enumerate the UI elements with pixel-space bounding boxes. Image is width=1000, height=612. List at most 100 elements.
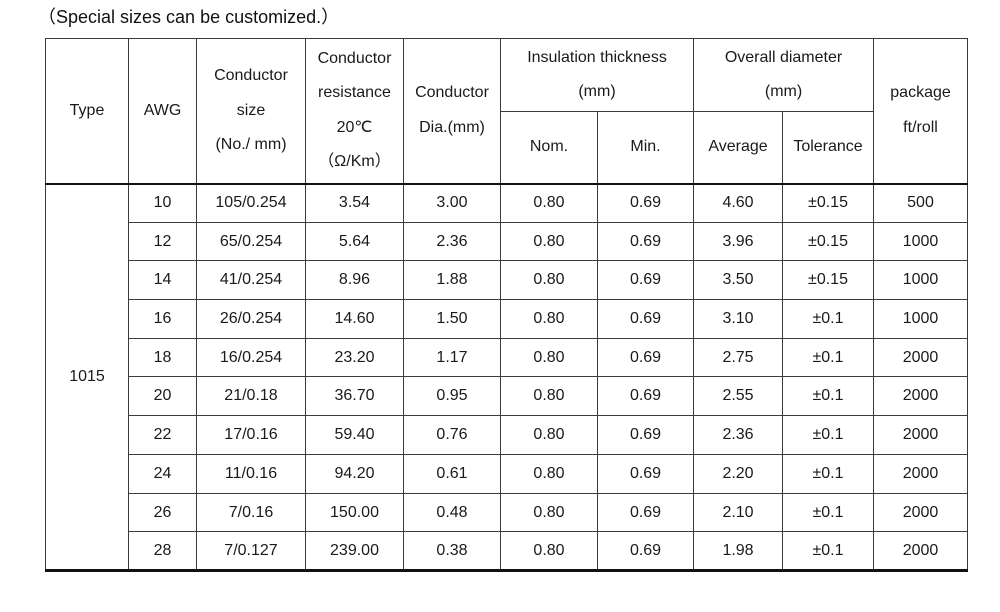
cell-conductor-size: 11/0.16 [196, 453, 306, 494]
cell-overall-average: 4.60 [693, 183, 784, 223]
table-row: 14 41/0.254 8.96 1.88 0.80 0.69 3.50 ±0.15 1000 [46, 260, 969, 301]
col-header-average: Average [693, 111, 784, 185]
cell-insulation-nom: 0.80 [500, 453, 598, 494]
col-header-nom: Nom. [500, 111, 598, 185]
table-row: 22 17/0.16 59.40 0.76 0.80 0.69 2.36 ±0.1 2000 [46, 415, 969, 455]
cell-awg: 16 [128, 299, 197, 339]
cell-overall-average: 3.96 [693, 221, 784, 262]
cell-conductor-size: 16/0.254 [196, 337, 306, 378]
col-header-insulation-thickness: Insulation thickness (mm) [499, 38, 695, 112]
cell-overall-tolerance: ±0.1 [782, 492, 875, 533]
cell-package: 1000 [873, 260, 969, 301]
cell-overall-average: 2.36 [693, 415, 784, 455]
cell-package: 2000 [873, 415, 969, 455]
header-row-sub: Nom. Min. Average Tolerance [46, 111, 968, 185]
cell-conductor-dia: 0.61 [403, 453, 501, 494]
cell-conductor-dia: 1.17 [403, 337, 501, 378]
cell-conductor-size: 21/0.18 [196, 376, 306, 417]
cell-awg: 20 [128, 376, 197, 417]
cell-package: 2000 [873, 453, 969, 494]
table-row: 28 7/0.127 239.00 0.38 0.80 0.69 1.98 ±0.1 2000 [46, 531, 969, 571]
cell-awg: 24 [128, 453, 197, 494]
cell-insulation-nom: 0.80 [500, 376, 598, 417]
cell-conductor-size: 7/0.16 [196, 492, 306, 533]
cell-insulation-min: 0.69 [596, 531, 695, 571]
cell-conductor-resistance: 36.70 [305, 376, 404, 417]
cell-package: 2000 [873, 531, 969, 571]
cell-insulation-min: 0.69 [596, 376, 695, 417]
cell-overall-tolerance: ±0.15 [782, 260, 875, 301]
cell-overall-tolerance: ±0.1 [782, 415, 875, 455]
cell-conductor-dia: 0.76 [403, 415, 501, 455]
cell-package: 2000 [873, 376, 969, 417]
col-header-overall-diameter: Overall diameter (mm) [693, 38, 875, 112]
cell-conductor-resistance: 5.64 [305, 221, 404, 262]
cell-overall-tolerance: ±0.15 [782, 221, 875, 262]
cell-conductor-resistance: 59.40 [305, 415, 404, 455]
cell-package: 1000 [873, 221, 969, 262]
col-header-min: Min. [596, 111, 695, 185]
cell-insulation-min: 0.69 [596, 183, 695, 223]
cell-insulation-nom: 0.80 [500, 183, 598, 223]
cell-conductor-resistance: 3.54 [305, 183, 404, 223]
cell-insulation-min: 0.69 [596, 260, 695, 301]
cell-awg: 28 [128, 531, 197, 571]
cell-insulation-nom: 0.80 [500, 299, 598, 339]
cell-conductor-size: 65/0.254 [196, 221, 306, 262]
col-header-tolerance: Tolerance [782, 111, 875, 185]
cell-overall-tolerance: ±0.15 [782, 183, 875, 223]
cell-conductor-size: 41/0.254 [196, 260, 306, 301]
cell-overall-tolerance: ±0.1 [782, 531, 875, 571]
cell-awg: 12 [128, 221, 197, 262]
table-row: 26 7/0.16 150.00 0.48 0.80 0.69 2.10 ±0.1 2000 [46, 492, 969, 533]
cell-conductor-dia: 1.88 [403, 260, 501, 301]
cell-insulation-nom: 0.80 [500, 492, 598, 533]
cell-overall-average: 3.10 [693, 299, 784, 339]
col-header-conductor-resistance: Conductor resistance 20℃ （Ω/Km） [305, 38, 404, 185]
cell-package: 1000 [873, 299, 969, 339]
table-body: 1015 10 105/0.254 3.54 3.00 0.80 0.69 4.60 ±0.15… [45, 183, 969, 571]
cell-package: 500 [873, 183, 969, 223]
cell-conductor-dia: 3.00 [403, 183, 501, 223]
cell-insulation-min: 0.69 [596, 299, 695, 339]
cell-package: 2000 [873, 337, 969, 378]
cell-conductor-resistance: 239.00 [305, 531, 404, 571]
cell-conductor-resistance: 150.00 [305, 492, 404, 533]
cell-conductor-dia: 0.48 [403, 492, 501, 533]
cell-conductor-dia: 1.50 [403, 299, 501, 339]
table-row: 1015 10 105/0.254 3.54 3.00 0.80 0.69 4.60 ±0.15… [45, 183, 969, 571]
cell-overall-average: 1.98 [693, 531, 784, 571]
cell-insulation-min: 0.69 [596, 337, 695, 378]
cell-insulation-nom: 0.80 [500, 221, 598, 262]
cell-insulation-min: 0.69 [596, 453, 695, 494]
cell-conductor-dia: 0.38 [403, 531, 501, 571]
cell-insulation-min: 0.69 [596, 221, 695, 262]
cell-awg: 22 [128, 415, 197, 455]
cell-insulation-nom: 0.80 [500, 337, 598, 378]
cell-conductor-resistance: 8.96 [305, 260, 404, 301]
wire-spec-table: Type AWG Conductor size (No./ mm) Conduc… [45, 38, 969, 572]
cell-conductor-size: 7/0.127 [196, 531, 306, 571]
cell-package: 2000 [873, 492, 969, 533]
col-header-awg: AWG [128, 38, 197, 185]
cell-overall-tolerance: ±0.1 [782, 337, 875, 378]
cell-awg: 18 [128, 337, 197, 378]
cell-insulation-min: 0.69 [596, 415, 695, 455]
cell-conductor-size: 26/0.254 [196, 299, 306, 339]
cell-conductor-size: 17/0.16 [196, 415, 306, 455]
cell-overall-average: 2.75 [693, 337, 784, 378]
cell-awg: 10 [128, 183, 197, 223]
table-row: 20 21/0.18 36.70 0.95 0.80 0.69 2.55 ±0.1 2000 [46, 376, 969, 417]
cell-conductor-dia: 0.95 [403, 376, 501, 417]
cell-insulation-nom: 0.80 [500, 415, 598, 455]
cell-conductor-resistance: 14.60 [305, 299, 404, 339]
cell-overall-tolerance: ±0.1 [782, 453, 875, 494]
cell-overall-tolerance: ±0.1 [782, 299, 875, 339]
cell-insulation-nom: 0.80 [500, 260, 598, 301]
cell-conductor-size: 105/0.254 [196, 183, 306, 223]
col-header-conductor-dia: Conductor Dia.(mm) [403, 38, 501, 185]
table-row: 12 65/0.254 5.64 2.36 0.80 0.69 3.96 ±0.15 1000 [46, 221, 969, 262]
cell-overall-average: 2.10 [693, 492, 784, 533]
cell-overall-average: 2.20 [693, 453, 784, 494]
